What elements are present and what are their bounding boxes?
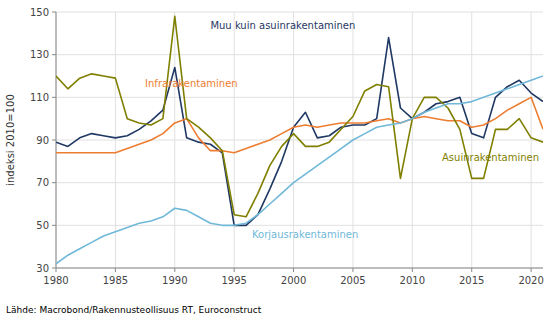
series-line bbox=[56, 38, 543, 226]
x-grid-line bbox=[115, 12, 116, 268]
annotation: Asuinrakentaminen bbox=[442, 152, 539, 163]
y-tick-label: 150 bbox=[30, 7, 49, 18]
x-grid-line bbox=[174, 12, 175, 268]
y-tick-label: 90 bbox=[36, 135, 49, 146]
y-axis-line bbox=[56, 12, 57, 268]
grid bbox=[56, 12, 543, 268]
x-tick-label: 2010 bbox=[400, 275, 425, 286]
y-grid-line bbox=[56, 12, 543, 13]
annotation: Korjausrakentaminen bbox=[252, 229, 358, 240]
y-tick bbox=[52, 140, 56, 141]
x-tick bbox=[531, 268, 532, 272]
x-grid-line bbox=[56, 12, 57, 268]
chart: 30 50 70 90 110 130 150 1980 1985 1990 1995 2000 200… bbox=[0, 0, 559, 320]
x-grid-line bbox=[531, 12, 532, 268]
x-tick-label: 1995 bbox=[221, 275, 246, 286]
x-tick-label: 2015 bbox=[459, 275, 484, 286]
annotation: Muu kuin asuinrakentaminen bbox=[210, 20, 355, 31]
x-tick bbox=[293, 268, 294, 272]
y-tick-label: 30 bbox=[36, 263, 49, 274]
x-tick bbox=[174, 268, 175, 272]
y-tick bbox=[52, 268, 56, 269]
series-line bbox=[56, 97, 543, 152]
y-tick bbox=[52, 182, 56, 183]
x-tick bbox=[471, 268, 472, 272]
x-tick bbox=[56, 268, 57, 272]
x-grid-line bbox=[234, 12, 235, 268]
x-tick bbox=[352, 268, 353, 272]
x-tick bbox=[412, 268, 413, 272]
y-tick bbox=[52, 54, 56, 55]
y-grid-line bbox=[56, 268, 543, 269]
x-tick-label: 1980 bbox=[43, 275, 68, 286]
y-tick-label: 130 bbox=[30, 49, 49, 60]
series-line bbox=[56, 16, 543, 217]
x-grid-line bbox=[412, 12, 413, 268]
x-tick bbox=[115, 268, 116, 272]
y-tick-label: 110 bbox=[30, 92, 49, 103]
y-grid-line bbox=[56, 182, 543, 183]
y-tick-label: 70 bbox=[36, 177, 49, 188]
y-grid-line bbox=[56, 54, 543, 55]
series-line bbox=[56, 76, 543, 264]
x-tick-label: 2005 bbox=[340, 275, 365, 286]
x-axis-line bbox=[56, 268, 543, 269]
y-tick bbox=[52, 12, 56, 13]
lines bbox=[56, 16, 543, 263]
footnote: Lähde: Macrobond/Rakennusteollisuus RT, … bbox=[6, 305, 262, 315]
annotation: Infrarakentaminen bbox=[145, 78, 238, 89]
x-tick bbox=[234, 268, 235, 272]
x-tick-label: 2000 bbox=[281, 275, 306, 286]
x-grid-line bbox=[471, 12, 472, 268]
y-tick bbox=[52, 225, 56, 226]
y-axis-label: indeksi 2010=100 bbox=[5, 94, 16, 186]
x-tick-label: 2020 bbox=[518, 275, 543, 286]
y-tick bbox=[52, 97, 56, 98]
y-grid-line bbox=[56, 97, 543, 98]
y-tick-label: 50 bbox=[36, 220, 49, 231]
x-tick-label: 1985 bbox=[103, 275, 128, 286]
y-grid-line bbox=[56, 225, 543, 226]
x-tick-label: 1990 bbox=[162, 275, 187, 286]
